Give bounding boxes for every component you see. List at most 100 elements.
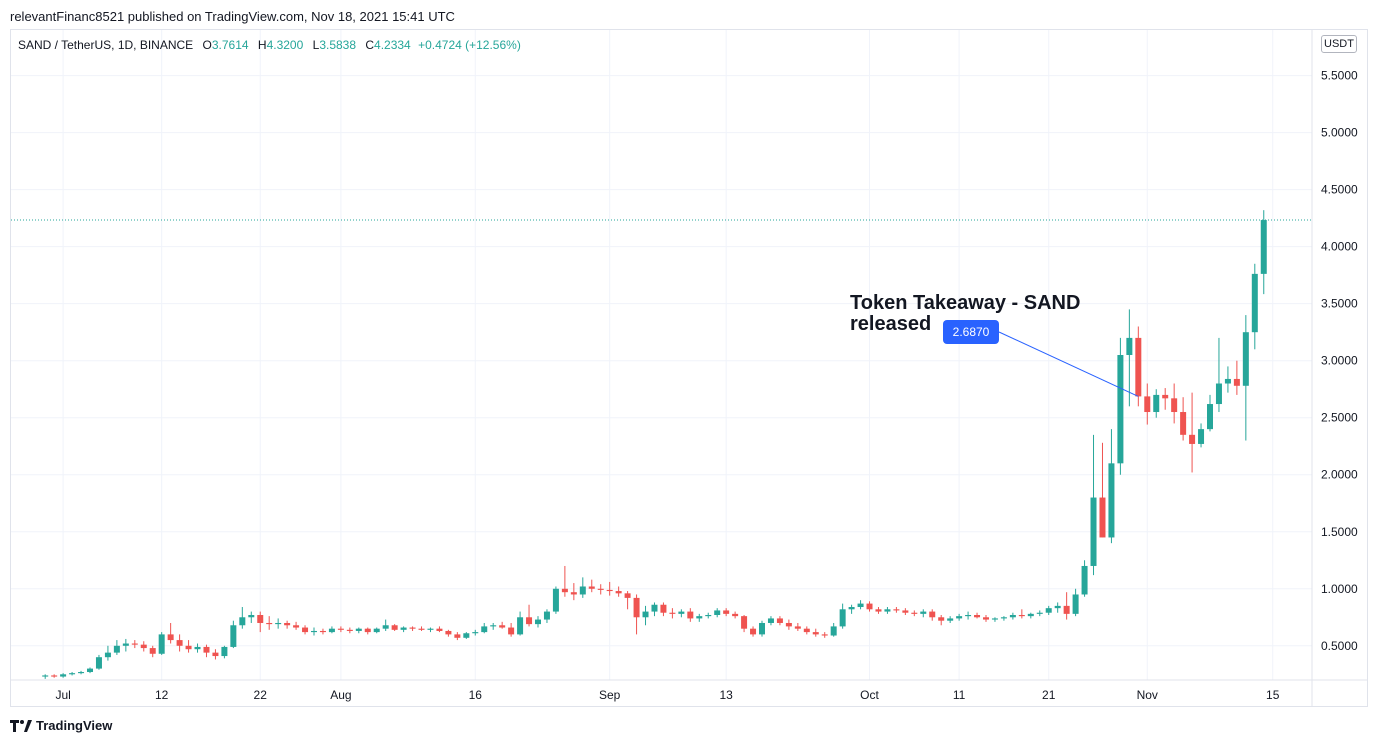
candle xyxy=(974,612,981,619)
candle-body xyxy=(364,628,371,633)
time-tick-label: 12 xyxy=(155,688,169,702)
candle-body xyxy=(624,593,631,598)
annotation-text[interactable]: Token Takeaway - SAND released xyxy=(850,293,1110,335)
candle xyxy=(221,645,228,659)
candle-body xyxy=(570,592,577,595)
candle-body xyxy=(113,645,120,653)
time-axis: Jul 12 22 Aug 16 Sep 13 Oct 11 21 Nov 15 xyxy=(11,679,1367,702)
candle xyxy=(848,604,855,614)
candle xyxy=(400,626,407,633)
candle-body xyxy=(830,626,837,636)
candle-body xyxy=(248,615,255,618)
candle-body xyxy=(1162,394,1169,399)
candle-body xyxy=(490,625,497,627)
candle-body xyxy=(517,617,524,635)
time-tick-label: Jul xyxy=(55,688,70,702)
candle xyxy=(293,621,300,630)
candle-body xyxy=(445,630,452,635)
candle xyxy=(176,634,183,652)
candle-body xyxy=(373,628,380,633)
candle-body xyxy=(705,615,712,617)
candle-body xyxy=(902,610,909,613)
candle-body xyxy=(346,629,353,631)
candle xyxy=(472,629,479,636)
candle-body xyxy=(723,610,730,614)
candle xyxy=(337,626,344,633)
candle-body xyxy=(552,588,559,612)
candle-body xyxy=(284,622,291,626)
candle xyxy=(149,645,156,658)
candle xyxy=(741,615,748,633)
candle xyxy=(1108,429,1115,544)
candle xyxy=(991,617,998,622)
candle-body xyxy=(436,628,443,631)
candle-body xyxy=(687,611,694,619)
currency-button[interactable]: USDT xyxy=(1321,35,1357,53)
candle xyxy=(167,622,174,644)
candle xyxy=(866,601,873,612)
candle-body xyxy=(875,609,882,612)
candle-body xyxy=(221,646,228,657)
tradingview-brand[interactable]: TradingView xyxy=(10,718,112,733)
candle-body xyxy=(615,591,622,594)
candle-body xyxy=(606,589,613,592)
price-axis: 0.5000 1.0000 1.5000 2.0000 2.5000 3.0000 3.50… xyxy=(1311,30,1358,706)
candle-body xyxy=(1054,605,1061,609)
candle-body xyxy=(714,610,721,615)
candle xyxy=(552,586,559,614)
candle-body xyxy=(812,632,819,635)
candle xyxy=(1144,383,1151,425)
candle-body xyxy=(328,628,335,633)
candle xyxy=(983,615,989,622)
candle xyxy=(1162,388,1169,410)
candle xyxy=(104,645,111,661)
candle xyxy=(140,641,147,652)
candle-body xyxy=(1180,412,1187,435)
candle xyxy=(1126,309,1133,407)
candle-body xyxy=(526,617,533,625)
candle xyxy=(794,622,801,631)
candle xyxy=(1153,389,1160,418)
tradingview-logo-icon xyxy=(10,719,32,732)
candle xyxy=(1036,610,1043,617)
candle xyxy=(481,622,488,634)
candle-body xyxy=(839,609,846,627)
time-tick-label: Aug xyxy=(330,688,351,702)
candle-body xyxy=(991,618,998,620)
candle-body xyxy=(794,626,801,629)
candle-body xyxy=(1126,337,1133,355)
candle-body xyxy=(42,675,49,677)
candle-body xyxy=(60,674,67,677)
candle-body xyxy=(131,643,138,645)
candle xyxy=(1180,397,1187,441)
candle-body xyxy=(239,617,246,626)
candle-body xyxy=(1242,332,1249,386)
candle-body xyxy=(1108,463,1115,538)
time-tick-label: 13 xyxy=(719,688,733,702)
candle-body xyxy=(275,622,282,625)
chart-frame[interactable] xyxy=(10,29,1368,707)
candle xyxy=(1054,602,1061,613)
candle xyxy=(543,609,550,623)
candle-body xyxy=(499,625,506,628)
candle xyxy=(1224,366,1231,393)
candle-body xyxy=(355,628,362,631)
candle-body xyxy=(579,586,586,595)
candle-body xyxy=(1036,612,1043,614)
annotation-line-1: Token Takeaway - SAND xyxy=(850,292,1081,314)
annotation-price-label[interactable]: 2.6870 xyxy=(943,320,999,344)
candle-body xyxy=(400,627,407,630)
legend-low-label: L xyxy=(312,38,320,52)
candle-body xyxy=(185,645,192,650)
price-tick-label: 1.0000 xyxy=(1321,582,1358,596)
candle-body xyxy=(158,634,165,654)
time-tick-label: Nov xyxy=(1137,688,1158,702)
candle-body xyxy=(266,622,273,625)
candle xyxy=(427,627,434,633)
candle xyxy=(51,674,58,678)
candle-body xyxy=(1045,608,1052,613)
candle xyxy=(95,654,102,670)
candle xyxy=(194,643,201,653)
candle-body xyxy=(633,597,640,618)
